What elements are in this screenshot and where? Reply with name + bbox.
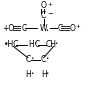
- Text: C: C: [21, 24, 27, 33]
- Text: C: C: [41, 55, 46, 64]
- Text: +: +: [75, 24, 80, 29]
- Text: +O: +O: [3, 24, 15, 33]
- Text: C: C: [58, 24, 63, 33]
- Text: •: •: [45, 56, 49, 61]
- Text: +: +: [48, 2, 52, 7]
- Text: H: H: [41, 70, 47, 79]
- Text: C: C: [41, 11, 46, 20]
- Text: CH: CH: [46, 40, 57, 49]
- Text: •: •: [33, 41, 36, 46]
- Text: W: W: [40, 24, 47, 33]
- Text: •: •: [30, 71, 33, 76]
- Text: −: −: [47, 11, 53, 17]
- Text: H: H: [26, 70, 31, 79]
- Text: •: •: [45, 71, 49, 76]
- Text: •: •: [46, 28, 49, 33]
- Text: •: •: [30, 56, 33, 61]
- Text: •: •: [54, 41, 58, 46]
- Text: C: C: [34, 40, 40, 49]
- Text: C: C: [26, 55, 31, 64]
- Text: O: O: [41, 1, 46, 10]
- Text: •HC: •HC: [3, 40, 19, 49]
- Text: O: O: [69, 24, 75, 33]
- Text: H: H: [28, 40, 34, 49]
